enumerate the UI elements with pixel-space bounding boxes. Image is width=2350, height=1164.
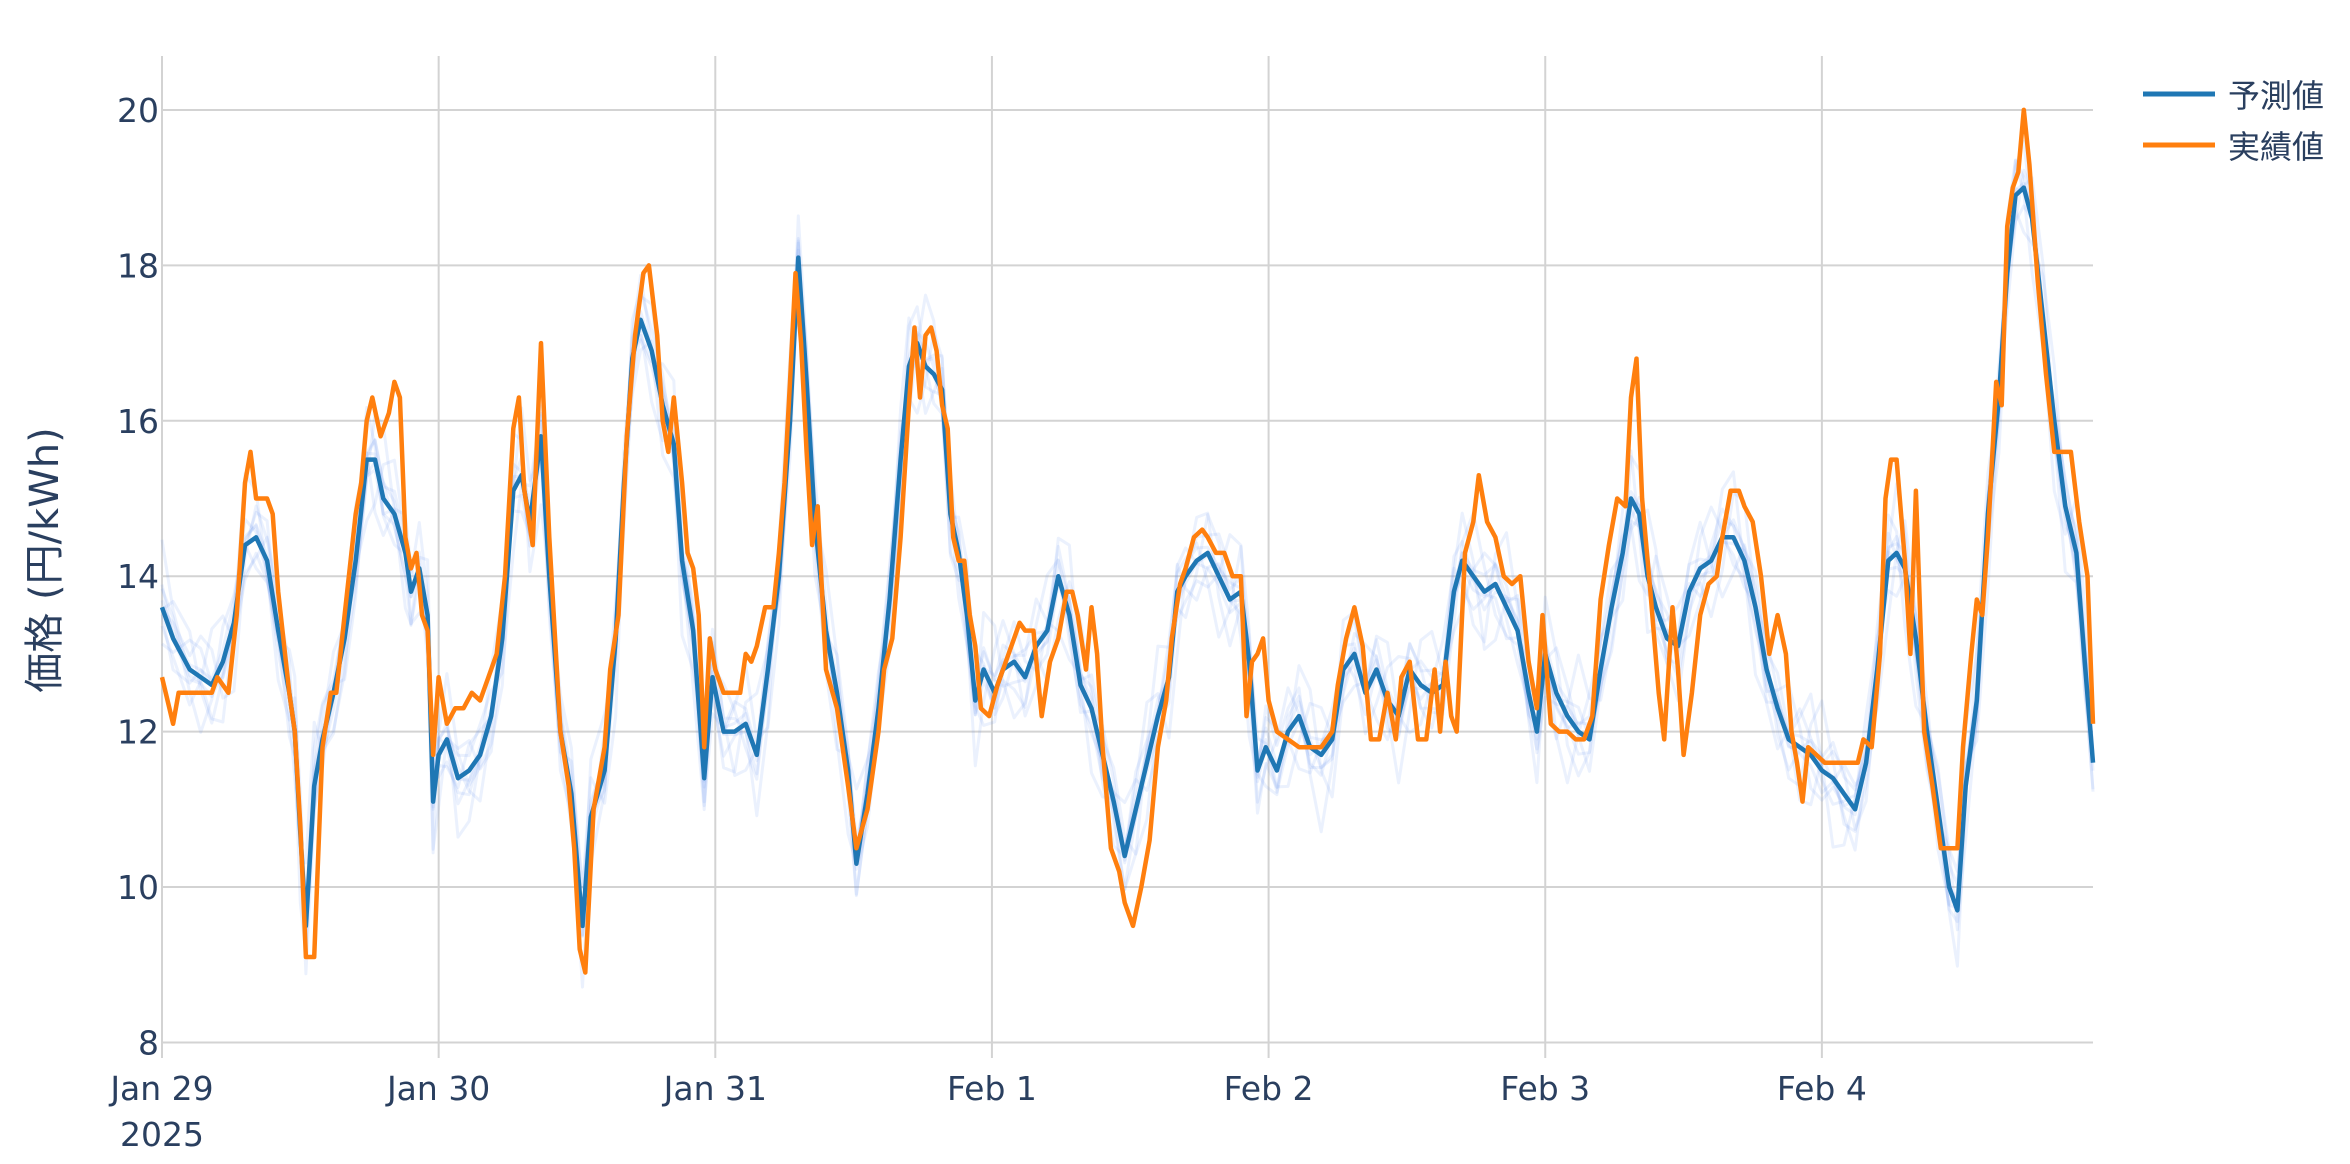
gridlines [161,56,2093,1058]
legend: 予測値 実績値 [2143,77,2324,166]
scenario-line-4 [161,139,2095,921]
legend-item-forecast[interactable]: 予測値 [2143,77,2324,115]
forecast-line [159,185,2096,929]
legend-label-actual: 実績値 [2228,128,2324,166]
x-tick-sublabel: 2025 [120,1115,204,1154]
x-tick-label: Jan 30 [385,1069,490,1108]
y-axis: 8 10 12 14 16 18 20 [117,91,159,1063]
y-axis-title: 価格 (円/kWh) [22,427,68,692]
scenario-line-8 [160,158,2095,890]
y-tick-label: 20 [117,91,159,130]
actual-line [159,107,2096,975]
x-tick-label: Jan 29 [108,1069,213,1108]
legend-label-forecast: 予測値 [2228,77,2324,115]
y-tick-label: 18 [117,246,159,285]
scenario-line-0 [160,181,2095,926]
x-tick-label: Feb 2 [1224,1069,1314,1108]
scenario-lines [160,139,2095,989]
x-axis: Jan 29 2025 Jan 30 Jan 31 Feb 1 Feb 2 Feb 3 Feb… [108,1069,1867,1154]
x-tick-label: Feb 3 [1500,1069,1590,1108]
y-tick-label: 14 [117,557,159,596]
y-tick-label: 8 [138,1023,159,1062]
x-tick-label: Feb 1 [947,1069,1037,1108]
legend-item-actual[interactable]: 実績値 [2143,128,2324,166]
x-tick-label: Jan 31 [662,1069,767,1108]
y-tick-label: 12 [117,713,159,752]
series-lines [159,107,2096,975]
x-tick-label: Feb 4 [1777,1069,1867,1108]
y-tick-label: 16 [117,402,159,441]
scenario-line-1 [160,187,2095,920]
scenario-line-5 [160,159,2095,938]
y-tick-label: 10 [117,868,159,907]
